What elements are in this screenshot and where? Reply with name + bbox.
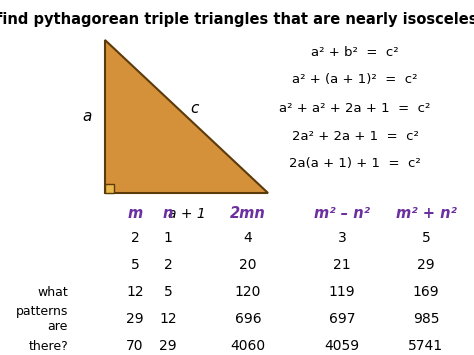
Text: 5: 5	[131, 258, 139, 272]
Text: 2a² + 2a + 1  =  c²: 2a² + 2a + 1 = c²	[292, 130, 419, 142]
Text: 2mn: 2mn	[230, 206, 266, 220]
Text: 70: 70	[126, 339, 144, 353]
Text: 2: 2	[164, 258, 173, 272]
Text: 4060: 4060	[230, 339, 265, 353]
Text: a² + b²  =  c²: a² + b² = c²	[311, 45, 399, 59]
Text: m² + n²: m² + n²	[396, 206, 456, 220]
Text: what: what	[37, 285, 68, 299]
Text: 12: 12	[159, 312, 177, 326]
Text: there?: there?	[28, 339, 68, 353]
Text: m: m	[128, 206, 143, 220]
Text: a + 1: a + 1	[168, 207, 205, 221]
Text: 29: 29	[126, 312, 144, 326]
Text: 21: 21	[333, 258, 351, 272]
Text: 4059: 4059	[324, 339, 360, 353]
Text: 4: 4	[244, 231, 252, 245]
Polygon shape	[105, 184, 114, 193]
Text: m² – n²: m² – n²	[314, 206, 370, 220]
Text: 1: 1	[164, 231, 173, 245]
Text: a² + (a + 1)²  =  c²: a² + (a + 1)² = c²	[292, 73, 418, 87]
Text: 169: 169	[413, 285, 439, 299]
Text: c: c	[191, 101, 199, 116]
Text: 29: 29	[417, 258, 435, 272]
Text: 5: 5	[422, 231, 430, 245]
Text: 5741: 5741	[409, 339, 444, 353]
Text: 2: 2	[131, 231, 139, 245]
Polygon shape	[105, 40, 268, 193]
Text: patterns: patterns	[16, 306, 68, 318]
Text: 12: 12	[126, 285, 144, 299]
Text: 119: 119	[328, 285, 356, 299]
Text: a² + a² + 2a + 1  =  c²: a² + a² + 2a + 1 = c²	[279, 102, 431, 115]
Text: 697: 697	[329, 312, 355, 326]
Text: are: are	[47, 321, 68, 333]
Text: 2a(a + 1) + 1  =  c²: 2a(a + 1) + 1 = c²	[289, 158, 421, 170]
Text: 5: 5	[164, 285, 173, 299]
Text: 985: 985	[413, 312, 439, 326]
Text: 29: 29	[159, 339, 177, 353]
Text: 696: 696	[235, 312, 261, 326]
Text: 120: 120	[235, 285, 261, 299]
Text: n: n	[163, 206, 173, 220]
Text: 3: 3	[337, 231, 346, 245]
Text: 20: 20	[239, 258, 257, 272]
Text: a: a	[82, 109, 91, 124]
Text: find pythagorean triple triangles that are nearly isosceles: find pythagorean triple triangles that a…	[0, 12, 474, 27]
